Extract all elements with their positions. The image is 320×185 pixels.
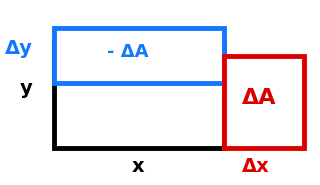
Text: ΔA: ΔA: [242, 88, 276, 108]
Text: y: y: [19, 79, 32, 98]
Text: Δy: Δy: [5, 39, 33, 58]
Bar: [224, 56, 304, 148]
Bar: [54, 28, 224, 83]
Text: x: x: [131, 157, 144, 176]
Text: Δx: Δx: [242, 157, 270, 176]
Text: - ΔA: - ΔA: [107, 43, 149, 61]
Bar: [54, 41, 224, 148]
